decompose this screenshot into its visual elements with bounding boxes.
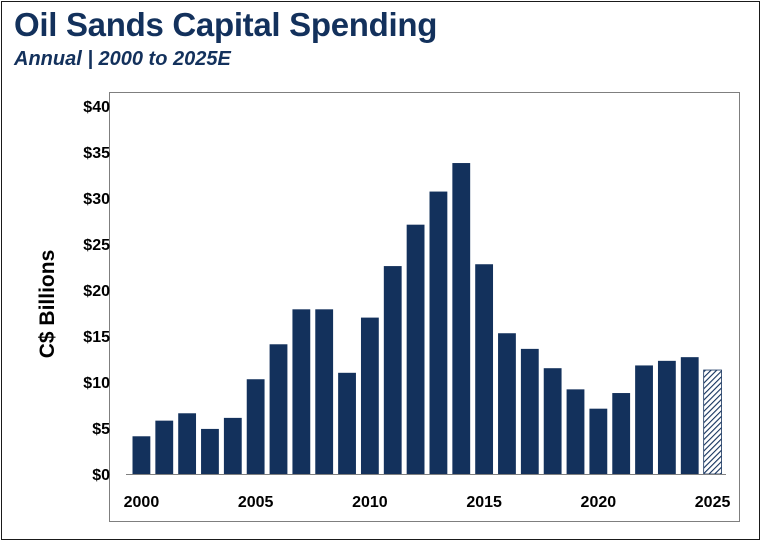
bar — [360, 317, 379, 474]
y-tick-label: $35 — [83, 145, 110, 162]
x-tick-label: 2005 — [238, 494, 274, 511]
bars — [132, 163, 722, 475]
x-tick-label: 2010 — [352, 494, 388, 511]
y-axis-ticks: $0 $5 $10 $15 $20 $25 $30 $35 $40 — [83, 99, 110, 484]
y-tick-label: $15 — [83, 329, 110, 346]
x-tick-label: 2015 — [466, 494, 502, 511]
bar — [201, 428, 219, 474]
bar — [566, 389, 585, 474]
bar — [292, 309, 311, 474]
y-tick-label: $10 — [83, 375, 110, 392]
bar — [315, 309, 334, 474]
bar — [475, 264, 494, 474]
bar — [132, 436, 151, 474]
y-tick-label: $25 — [83, 237, 110, 254]
bar-estimate — [703, 369, 722, 475]
x-tick-label: 2000 — [124, 494, 160, 511]
bar — [178, 413, 197, 474]
chart-title: Oil Sands Capital Spending — [14, 6, 438, 43]
bar — [657, 360, 676, 474]
bar — [543, 368, 562, 474]
bar — [338, 372, 356, 474]
bar — [635, 365, 653, 474]
bar — [223, 417, 242, 474]
bar — [452, 163, 471, 475]
plot-area — [109, 92, 740, 522]
x-axis-ticks: 2000 2005 2010 2015 2020 2025 — [124, 494, 731, 511]
x-tick-label: 2020 — [581, 494, 617, 511]
bar — [680, 357, 699, 474]
bar — [520, 348, 539, 474]
y-tick-label: $0 — [92, 467, 110, 484]
bar — [269, 344, 288, 474]
bar — [612, 393, 631, 474]
y-tick-label: $40 — [83, 99, 110, 116]
y-tick-label: $30 — [83, 191, 110, 208]
bar — [155, 420, 174, 474]
y-tick-label: $5 — [92, 421, 110, 438]
bar — [429, 191, 448, 474]
bar — [246, 379, 265, 474]
bar — [589, 408, 608, 474]
y-tick-label: $20 — [83, 283, 110, 300]
bar — [406, 224, 425, 474]
bar — [383, 266, 402, 474]
bar — [498, 333, 516, 474]
x-tick-label: 2025 — [695, 494, 731, 511]
chart-subtitle: Annual | 2000 to 2025E — [14, 48, 231, 70]
